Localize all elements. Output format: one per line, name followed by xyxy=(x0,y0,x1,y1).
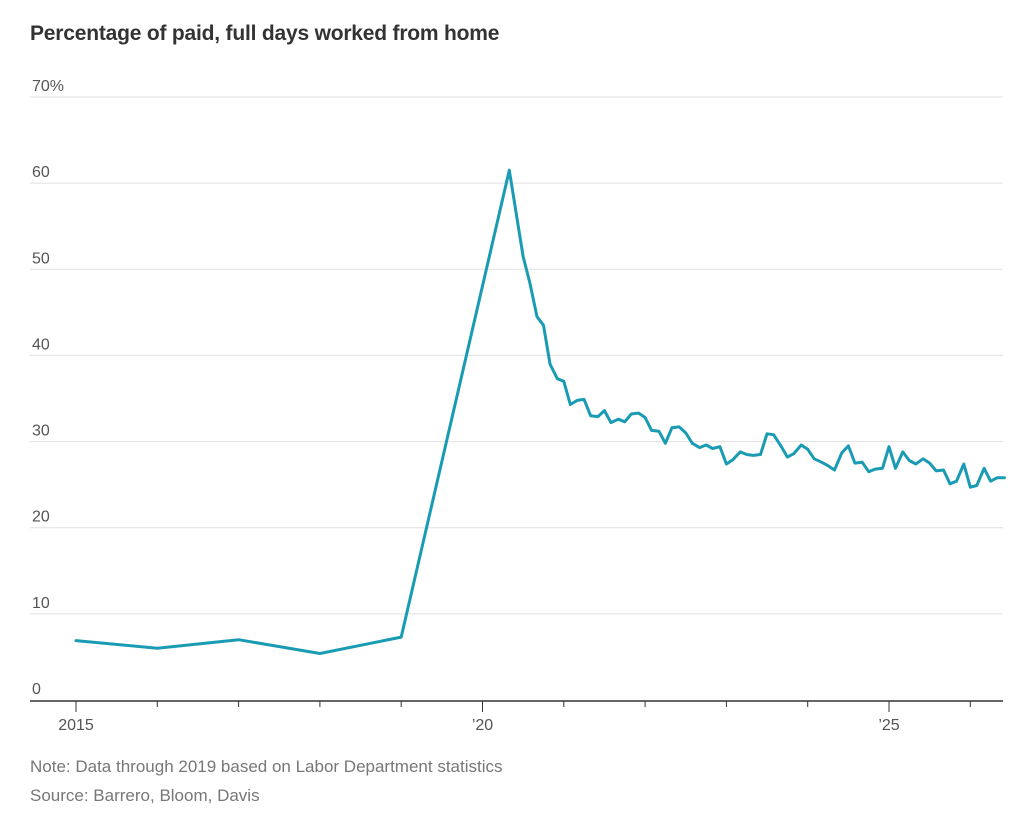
y-tick-label: 20 xyxy=(32,509,50,526)
y-tick-label: 60 xyxy=(32,164,50,181)
chart-source: Source: Barrero, Bloom, Davis xyxy=(30,786,260,805)
x-axis: 2015 ’20 ’25 xyxy=(30,700,1003,734)
chart-note: Note: Data through 2019 based on Labor D… xyxy=(30,757,503,776)
x-tick-label: ’25 xyxy=(878,717,899,734)
y-tick-label: 70% xyxy=(32,78,64,95)
series-line xyxy=(74,168,1006,655)
x-tick-label: ’20 xyxy=(472,717,493,734)
chart-title: Percentage of paid, full days worked fro… xyxy=(30,22,500,45)
series-layer xyxy=(74,168,1006,655)
y-axis-labels: 70% 60 50 40 30 20 10 0 xyxy=(32,78,64,698)
y-tick-label: 30 xyxy=(32,423,50,440)
gridlines xyxy=(30,96,1003,615)
y-tick-label: 40 xyxy=(32,336,50,353)
y-tick-label: 10 xyxy=(32,595,50,612)
x-tick-label: 2015 xyxy=(58,717,94,734)
y-tick-label: 50 xyxy=(32,250,50,267)
y-tick-label: 0 xyxy=(32,681,41,698)
